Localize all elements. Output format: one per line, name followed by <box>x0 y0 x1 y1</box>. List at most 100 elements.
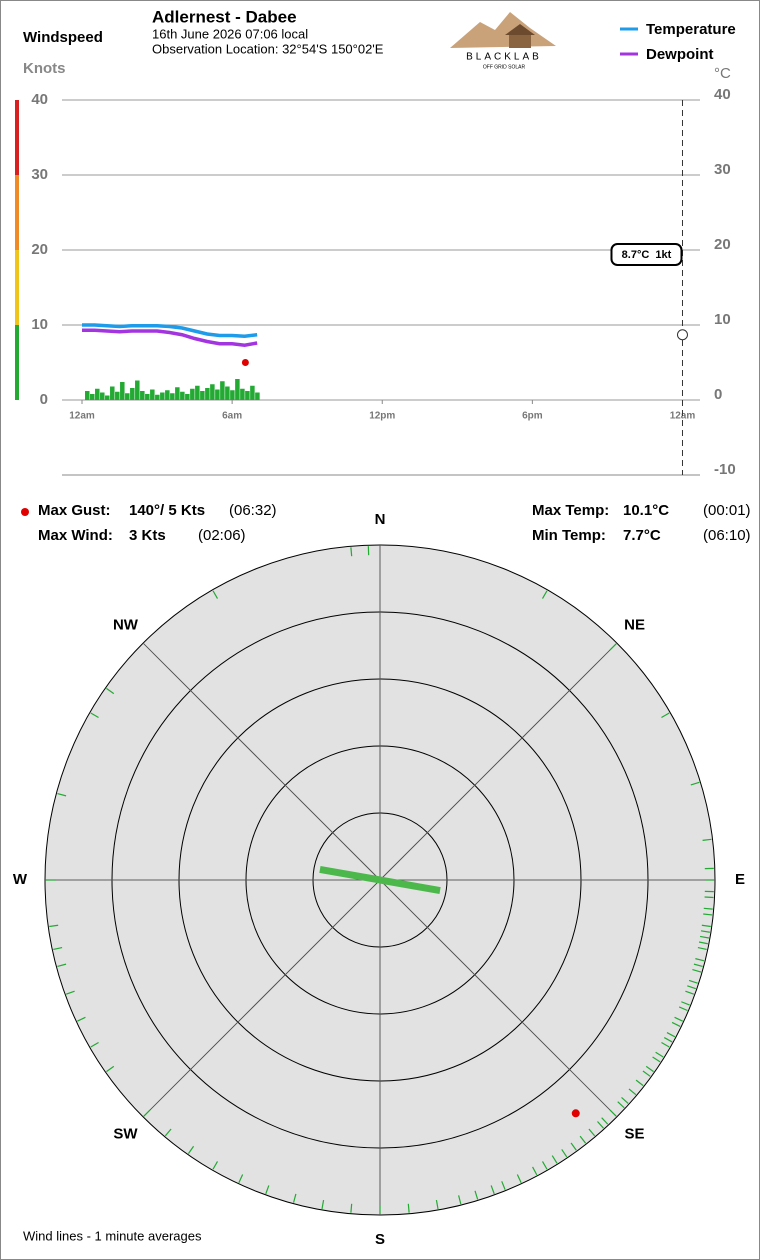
y-label: Windspeed <box>23 29 103 46</box>
wind-bar <box>105 395 110 400</box>
wind-bar <box>255 392 260 400</box>
wind-direction <box>106 1065 115 1073</box>
logo: BLACKLAB OFF GRID SOLAR <box>450 12 556 70</box>
wind-bar <box>145 394 150 400</box>
y2-tick-label: 30 <box>714 161 731 178</box>
wind-direction <box>609 643 617 651</box>
wind-bar <box>205 388 210 400</box>
scale-band <box>15 325 19 400</box>
gust-point <box>241 359 249 366</box>
wind-bar <box>180 391 185 400</box>
scale-band <box>15 250 19 325</box>
y-tick-label: 0 <box>40 391 48 408</box>
y-tick-label: 10 <box>31 316 48 333</box>
wind-direction <box>628 1088 637 1096</box>
wind-direction <box>699 935 710 939</box>
wind-direction <box>698 941 708 945</box>
note: Wind lines - 1 minute averages <box>23 1228 202 1243</box>
wind-direction <box>516 1174 522 1183</box>
tooltip-box <box>610 243 683 266</box>
wind-bar <box>125 393 130 400</box>
compass-label: S <box>375 1231 385 1248</box>
wind-direction <box>541 1161 548 1170</box>
logo-text: BLACKLAB <box>466 52 542 63</box>
wind-bar <box>240 388 245 400</box>
scale-band <box>15 100 19 175</box>
wind-direction <box>597 1121 604 1129</box>
wind-direction <box>617 1101 625 1109</box>
wind-direction <box>687 985 696 990</box>
wind-direction <box>671 1021 681 1027</box>
wind-direction <box>265 1185 270 1195</box>
compass-label: SW <box>113 1126 138 1143</box>
wind-direction <box>561 1149 568 1158</box>
stat-time: (00:01) <box>703 502 751 519</box>
wind-direction <box>532 1166 538 1176</box>
wind-bar <box>90 394 95 400</box>
title: Adlernest - Dabee <box>152 7 297 26</box>
x-tick-label: 12am <box>670 411 696 422</box>
wind-direction <box>106 687 115 695</box>
wind-direction <box>700 930 710 933</box>
x-tick-label: 6pm <box>522 411 543 422</box>
wind-direction <box>435 1199 439 1210</box>
wind-bar <box>135 380 140 400</box>
wind-bar <box>225 386 230 400</box>
compass-label: E <box>735 871 745 888</box>
wind-direction <box>681 1001 690 1006</box>
wind-direction <box>702 838 712 841</box>
logo-house <box>509 35 531 48</box>
y-tick-label: 20 <box>31 241 48 258</box>
wind-bar <box>85 391 90 400</box>
wind-direction <box>57 963 67 968</box>
legend-label: Temperature <box>646 21 736 38</box>
wind-direction <box>292 1193 297 1203</box>
wind-bar <box>120 382 125 400</box>
y-tick-label: 30 <box>31 166 48 183</box>
wind-bar <box>230 390 235 400</box>
series-line <box>82 323 258 339</box>
wind-direction <box>701 924 711 928</box>
wind-bar <box>200 391 205 400</box>
compass-label: W <box>13 871 28 888</box>
wind-bar <box>220 381 225 400</box>
y2-tick-label: 10 <box>714 311 731 328</box>
wind-direction <box>601 1117 609 1125</box>
wind-direction <box>49 924 59 928</box>
wind-direction <box>212 590 219 599</box>
wind-direction <box>350 547 353 557</box>
wind-direction <box>695 958 705 962</box>
y-unit: Knots <box>23 60 66 77</box>
wind-bar <box>115 391 120 400</box>
wind-direction <box>77 1016 86 1022</box>
wind-bar <box>195 385 200 400</box>
wind-bar <box>175 387 180 400</box>
wind-direction <box>238 1174 244 1183</box>
y2-tick-label: 40 <box>714 86 731 103</box>
wind-direction <box>663 1037 673 1043</box>
wind-direction <box>661 1041 670 1048</box>
wind-direction <box>685 990 695 995</box>
tooltip-label: 8.7°C 1kt <box>622 249 672 261</box>
stat-label: Max Gust: <box>38 502 111 519</box>
wind-direction <box>666 1032 676 1038</box>
wind-direction <box>693 963 703 968</box>
wind-bar <box>160 392 165 400</box>
wind-direction <box>621 1097 629 1104</box>
compass-label: NE <box>624 616 645 633</box>
current-point <box>676 329 688 341</box>
wind-bar <box>165 390 170 400</box>
wind-bar <box>210 384 215 400</box>
x-tick-label: 12am <box>69 411 95 422</box>
x-tick-label: 6am <box>222 411 242 422</box>
wind-direction <box>655 1051 664 1058</box>
y2-tick-label: -10 <box>714 461 736 478</box>
compass-label: NW <box>113 616 139 633</box>
wind-direction <box>212 1161 219 1170</box>
wind-direction <box>350 1203 353 1213</box>
y-tick-label: 40 <box>31 91 48 108</box>
wind-bar <box>140 391 145 400</box>
location: Observation Location: 32°54'S 150°02'E <box>152 41 384 56</box>
wind-bar <box>235 379 240 400</box>
